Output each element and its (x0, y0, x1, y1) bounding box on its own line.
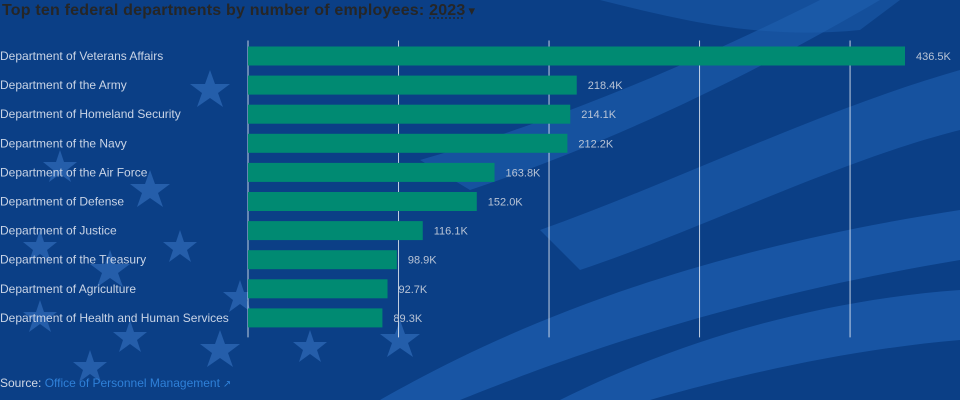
bar[interactable] (248, 221, 423, 241)
source-prefix: Source: (0, 376, 42, 390)
value-label: 152.0K (488, 197, 524, 209)
bar[interactable] (248, 133, 568, 153)
category-label: Department of the Air Force (0, 165, 148, 179)
value-label: 212.2K (578, 138, 614, 150)
bar[interactable] (248, 308, 383, 328)
chart-title-text: Top ten federal departments by number of… (2, 2, 419, 19)
category-label: Department of Agriculture (0, 282, 136, 296)
category-label: Department of Justice (0, 224, 117, 238)
category-label: Department of Health and Human Services (0, 311, 229, 325)
chart-title: Top ten federal departments by number of… (2, 2, 476, 19)
category-label: Department of Veterans Affairs (0, 49, 163, 63)
bar[interactable] (248, 279, 388, 299)
category-label: Department of the Army (0, 78, 127, 92)
value-label: 89.3K (393, 313, 422, 325)
value-label: 218.4K (588, 80, 624, 92)
value-label: 214.1K (581, 109, 617, 121)
category-label: Department of Defense (0, 195, 124, 209)
bar[interactable] (248, 46, 905, 66)
category-label: Department of Homeland Security (0, 107, 181, 121)
source-link[interactable]: Office of Personnel Management ↗ (45, 376, 232, 390)
value-label: 92.7K (399, 284, 428, 296)
value-label: 98.9K (408, 255, 437, 267)
category-label: Department of the Treasury (0, 253, 146, 267)
value-label: 436.5K (916, 51, 952, 63)
value-label: 163.8K (506, 167, 542, 179)
value-label: 116.1K (434, 226, 469, 238)
external-link-icon: ↗ (222, 379, 232, 390)
bar[interactable] (248, 104, 571, 124)
bar[interactable] (248, 75, 577, 95)
bar[interactable] (248, 250, 397, 270)
year-selector[interactable]: 2023 (429, 2, 466, 19)
bar[interactable] (248, 162, 495, 182)
category-label: Department of the Navy (0, 136, 127, 150)
chevron-down-icon[interactable]: ▾ (468, 3, 476, 18)
bar[interactable] (248, 192, 477, 211)
source-link-text: Office of Personnel Management (44, 376, 220, 390)
source-note: Source: Office of Personnel Management ↗ (0, 376, 231, 390)
